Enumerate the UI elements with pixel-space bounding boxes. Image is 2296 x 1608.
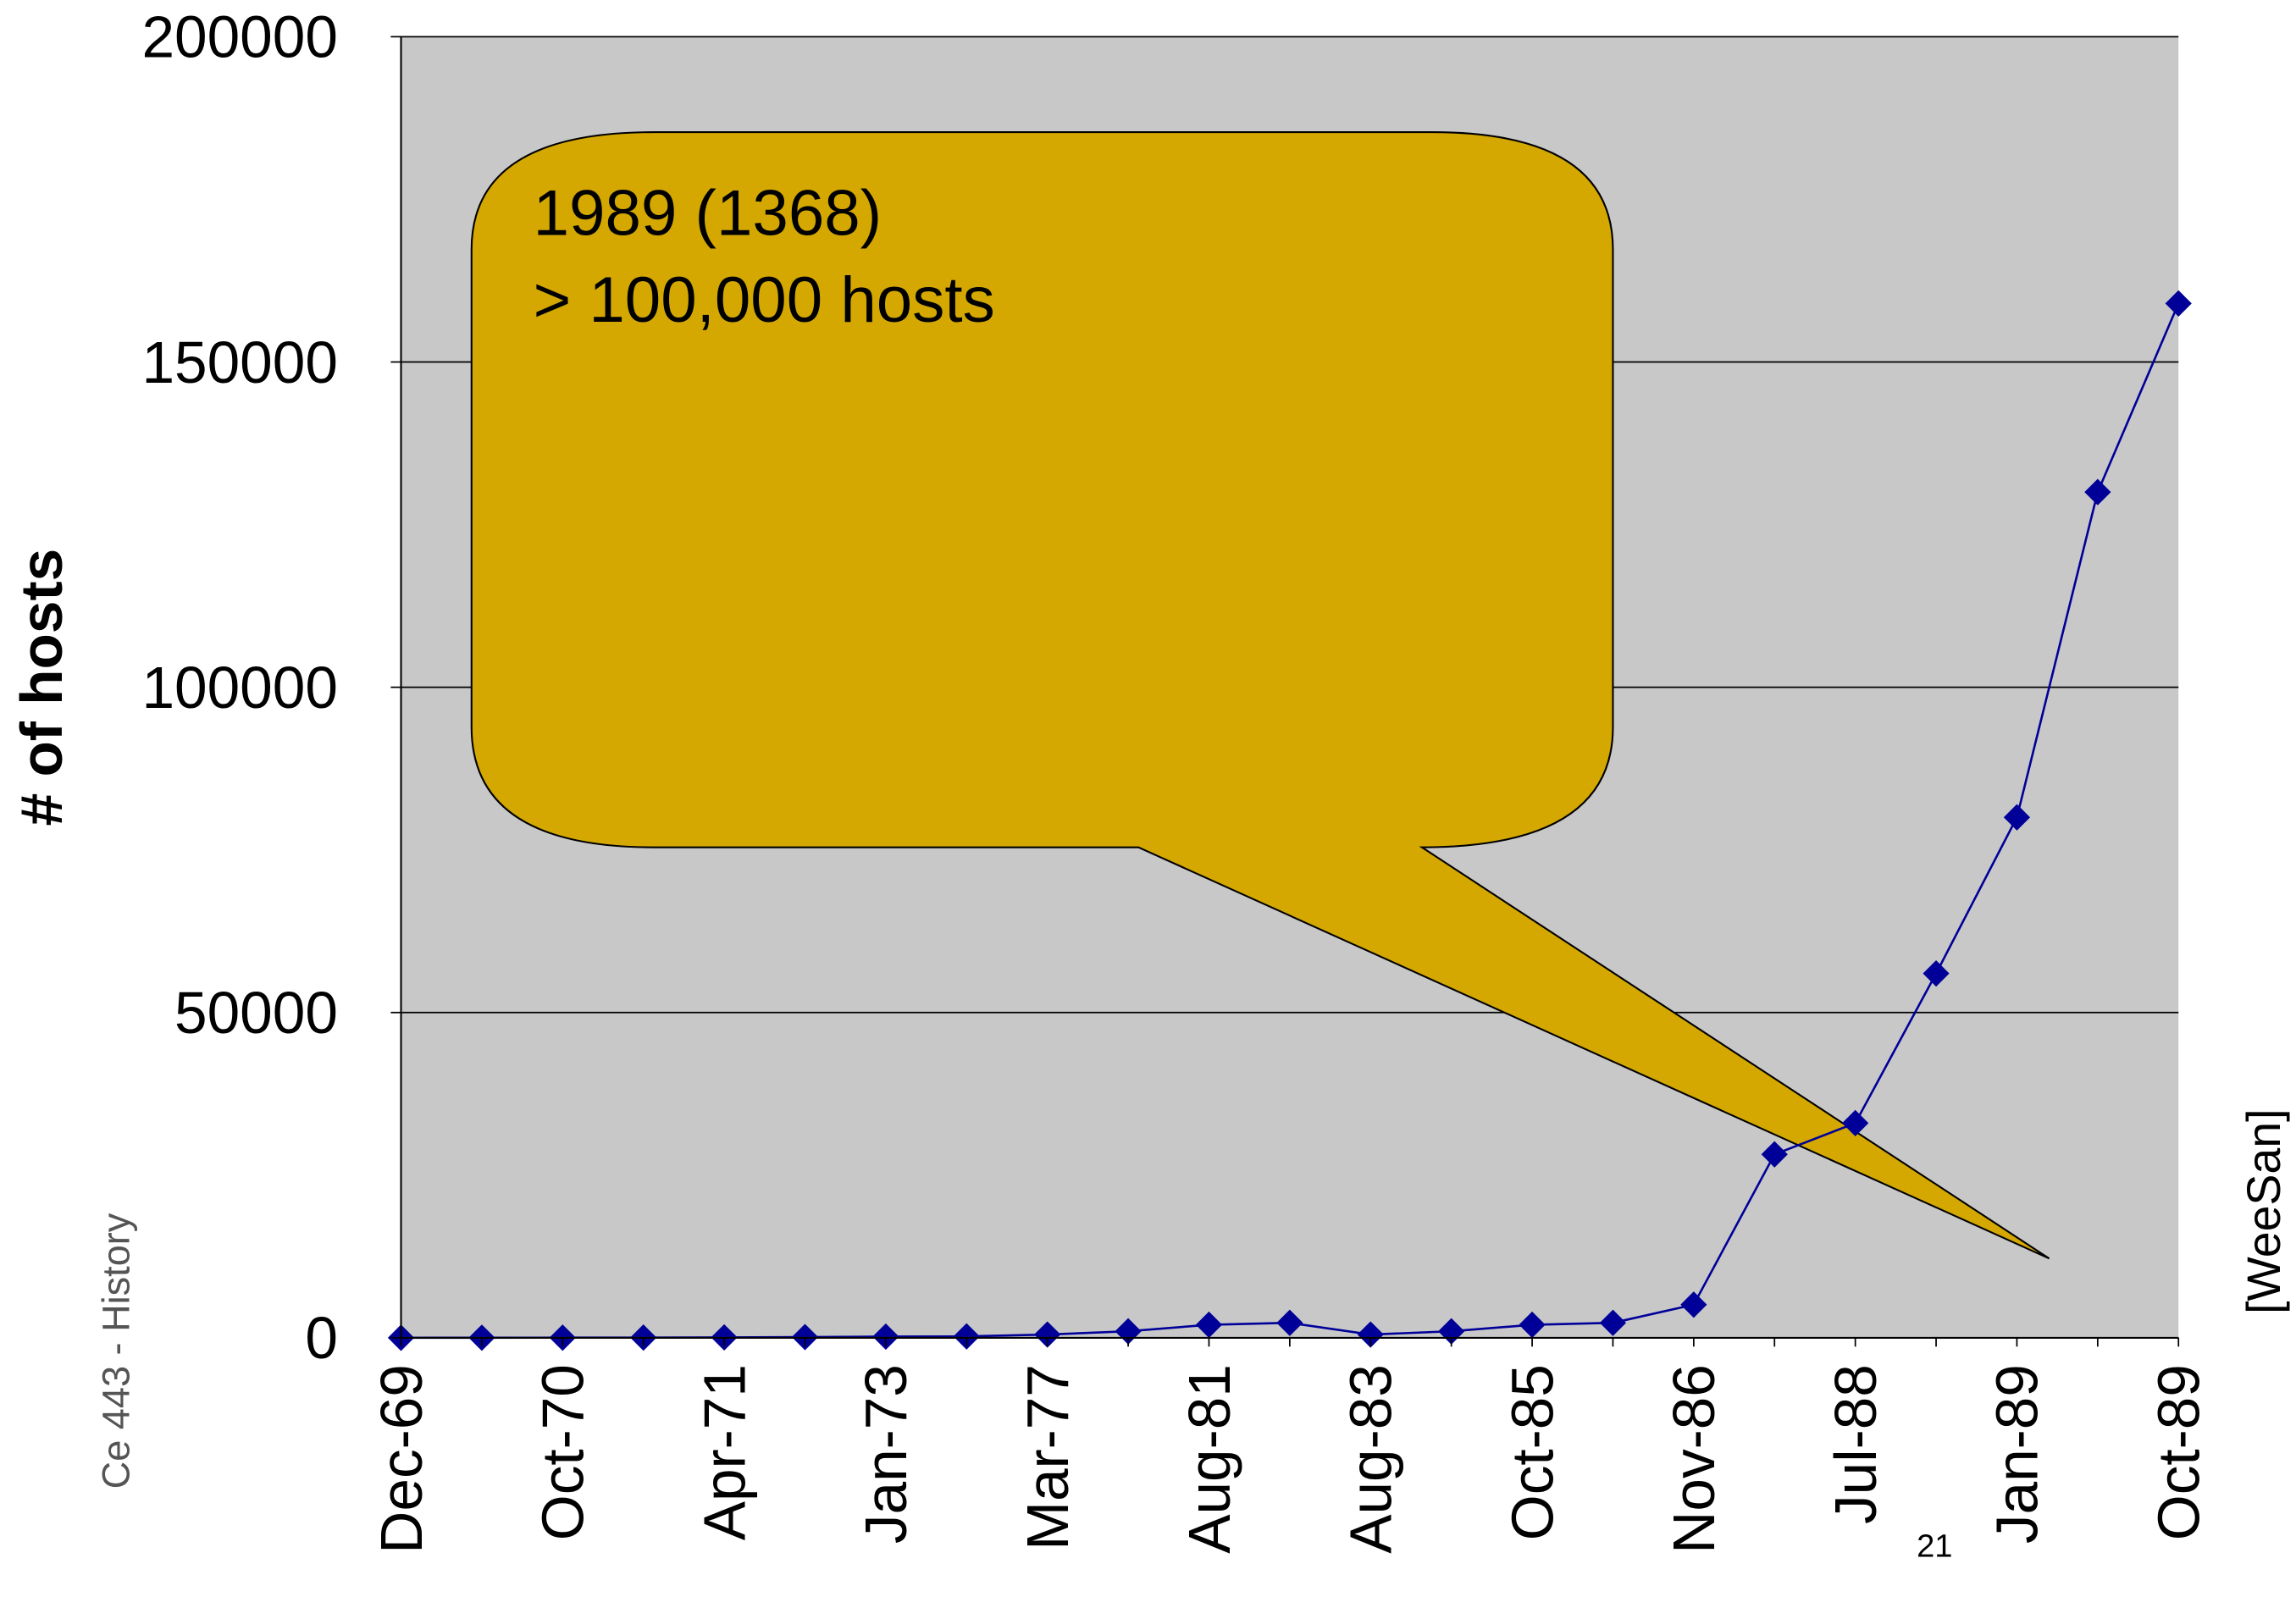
footer: Ce 443 - History — [95, 1213, 138, 1489]
x-tick-label: Jul-88 — [1823, 1364, 1889, 1524]
data-point — [1761, 1141, 1788, 1168]
callout-text: > 100,000 hosts — [534, 264, 995, 336]
x-tick-label: Aug-81 — [1176, 1364, 1242, 1554]
x-tick-label: Jan-73 — [853, 1364, 919, 1544]
y-tick-label: 200000 — [141, 4, 337, 70]
x-tick-label: Oct-89 — [2146, 1364, 2212, 1540]
x-tick-label: Nov-86 — [1661, 1364, 1727, 1554]
y-tick-label: 0 — [305, 1305, 338, 1371]
callout — [470, 131, 2050, 1260]
callout-text: 1989 (1368) — [534, 177, 882, 249]
y-axis-title: # of hosts — [8, 549, 75, 826]
data-point — [2003, 804, 2031, 831]
data-point — [1276, 1309, 1303, 1336]
x-tick-label: Jan-89 — [1984, 1364, 2050, 1544]
page-number: 21 — [1917, 1528, 1952, 1564]
data-point — [1599, 1309, 1627, 1336]
citation: [WeeSan] — [2238, 1108, 2290, 1314]
x-tick-label: Mar-77 — [1015, 1364, 1081, 1550]
x-tick-label: Oct-70 — [530, 1364, 596, 1540]
x-tick-label: Oct-85 — [1499, 1364, 1565, 1540]
data-point — [2165, 290, 2192, 317]
x-tick-label: Apr-71 — [691, 1364, 757, 1540]
y-tick-label: 150000 — [141, 329, 337, 395]
y-tick-label: 50000 — [174, 980, 338, 1046]
data-point — [1923, 960, 1950, 987]
data-point — [872, 1323, 899, 1351]
x-tick-label: Aug-83 — [1338, 1364, 1404, 1554]
y-tick-label: 100000 — [141, 655, 337, 721]
x-tick-label: Dec-69 — [368, 1364, 434, 1554]
